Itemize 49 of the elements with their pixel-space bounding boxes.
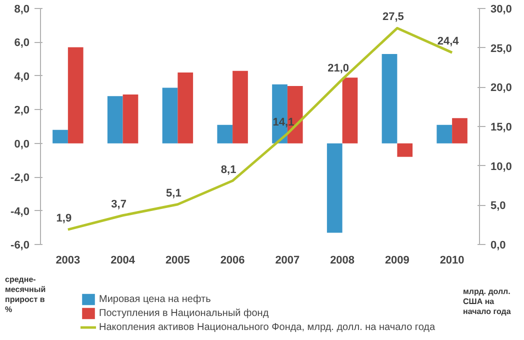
y2-tick-label: 0,0 <box>490 240 506 252</box>
x-tick-label: 2006 <box>220 254 245 266</box>
bar <box>107 96 123 144</box>
bar <box>382 54 398 144</box>
bar <box>436 124 452 144</box>
bar <box>326 143 342 233</box>
y2-axis-title: млрд. долл. США на начало года <box>463 287 512 317</box>
y-tick-label: 4,0 <box>14 70 30 83</box>
x-tick-label: 2007 <box>275 254 300 266</box>
data-label: 3,7 <box>111 198 126 210</box>
data-label: 24,4 <box>437 36 460 48</box>
data-label: 5,1 <box>166 187 182 200</box>
data-label: 21,0 <box>328 62 350 74</box>
bar <box>217 124 233 144</box>
x-tick-label: 2003 <box>56 254 80 266</box>
y2-tick-label: 30,0 <box>490 4 512 16</box>
x-tick-label: 2008 <box>330 254 355 266</box>
y-tick-label: 0,0 <box>14 138 30 150</box>
y-tick-label: -6,0 <box>10 240 30 252</box>
y-tick-label: -4,0 <box>10 206 30 218</box>
bar <box>122 94 138 144</box>
x-tick-label: 2004 <box>110 254 136 266</box>
y2-tick-label: 5,0 <box>490 200 506 212</box>
y-tick-label: -2,0 <box>10 172 30 184</box>
y-tick-label: 8,0 <box>14 4 30 16</box>
bar <box>397 143 413 157</box>
bar <box>232 70 248 144</box>
bar <box>52 130 68 144</box>
data-label: 27,5 <box>382 11 404 24</box>
y-tick-label: 6,0 <box>14 37 30 50</box>
legend-label: Мировая цена на нефть <box>99 292 211 306</box>
y2-tick-label: 25,0 <box>490 42 512 55</box>
y-tick-label: 2,0 <box>14 104 30 117</box>
bar <box>342 78 358 144</box>
x-tick-label: 2005 <box>165 254 190 266</box>
bar <box>68 47 84 144</box>
y-axis-title: средне-месячный прирост в % <box>5 275 47 315</box>
bar <box>162 88 178 144</box>
legend-label: Накопления активов Национального Фонда, млрд. долл. на начало года <box>99 320 436 334</box>
legend-label: Поступления в Национальный фонд <box>99 306 269 320</box>
bar <box>452 118 468 144</box>
x-tick-label: 2010 <box>440 254 464 266</box>
y2-tick-label: 15,0 <box>490 122 512 134</box>
x-tick-label: 2009 <box>384 254 410 266</box>
bar <box>178 72 194 144</box>
y2-tick-label: 20,0 <box>490 82 512 94</box>
data-label: 8,1 <box>220 164 236 176</box>
data-label: 1,9 <box>56 212 72 225</box>
y2-tick-label: 10,0 <box>490 160 512 173</box>
